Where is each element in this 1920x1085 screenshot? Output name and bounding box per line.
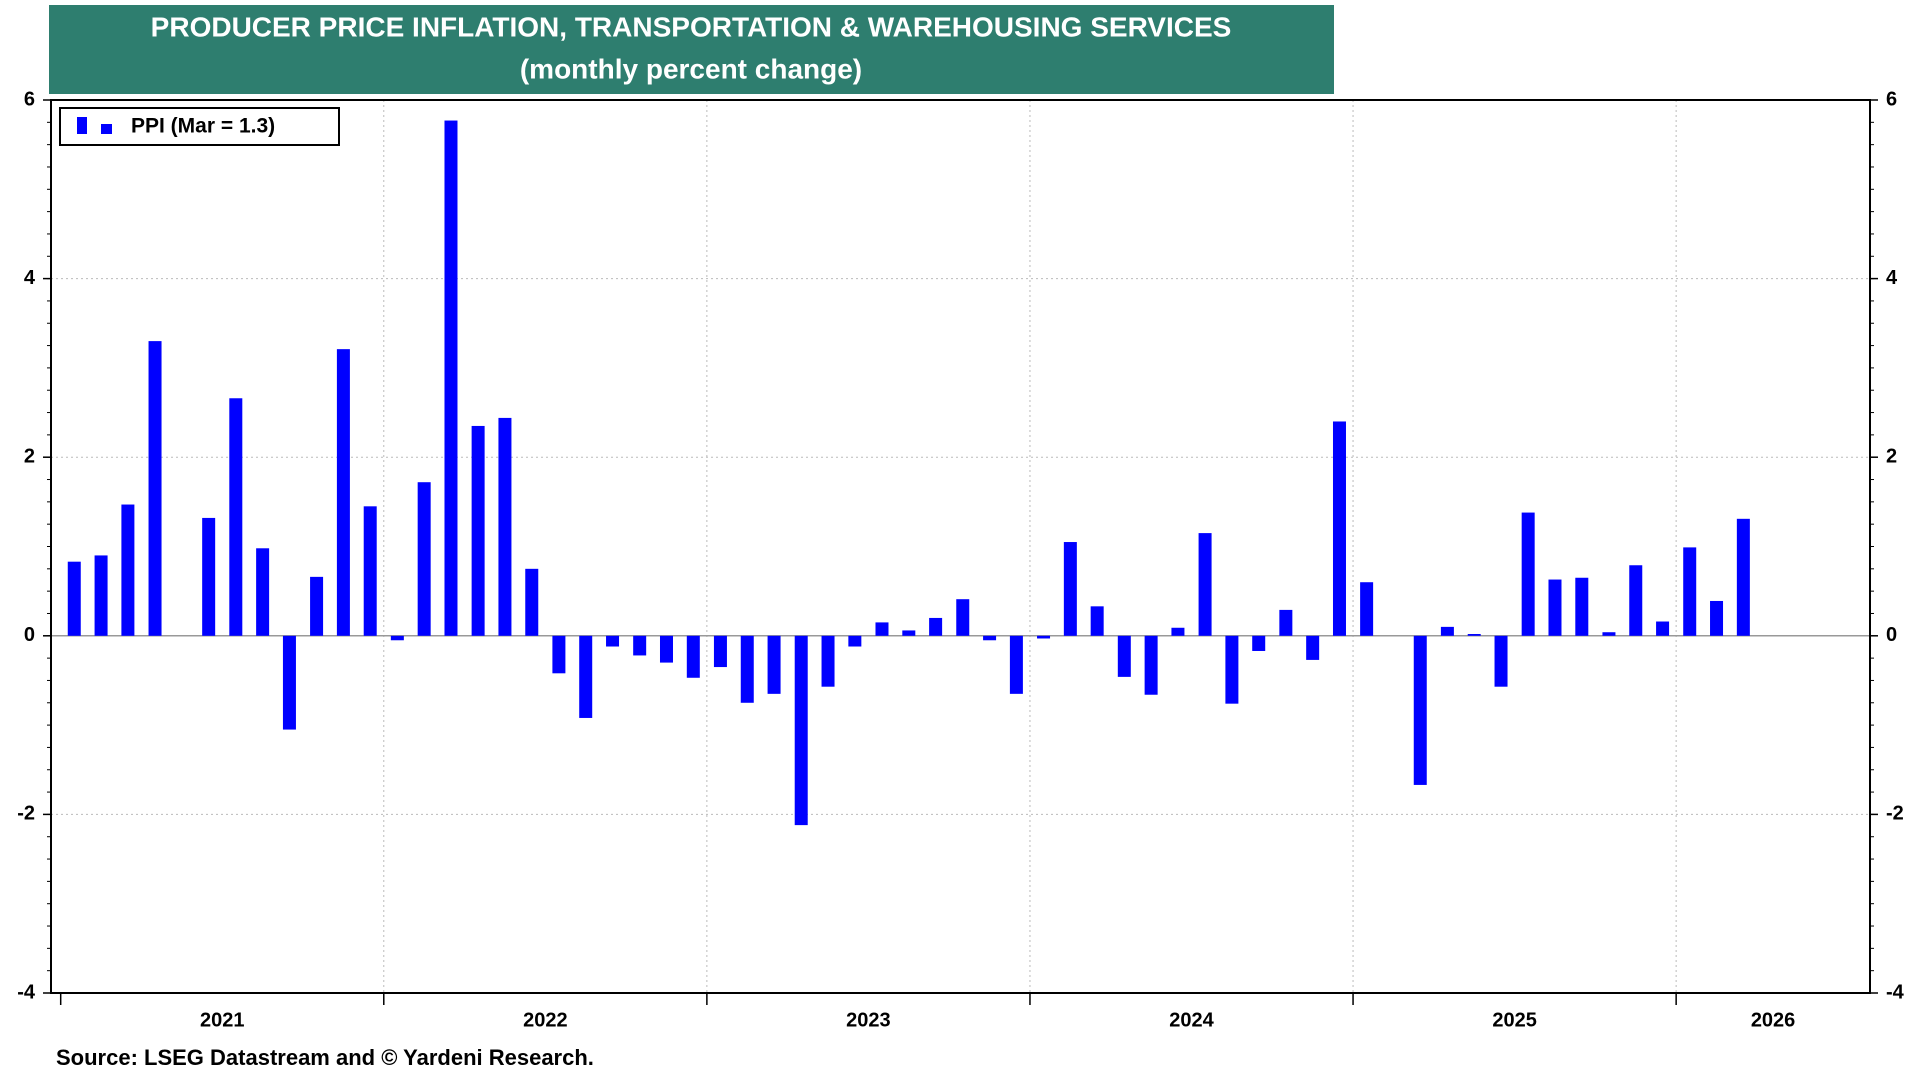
bar xyxy=(148,341,162,636)
bar xyxy=(902,630,916,636)
bar xyxy=(1467,634,1481,636)
bar xyxy=(552,635,566,674)
bar xyxy=(417,482,431,636)
bar xyxy=(1521,512,1535,636)
y-tick-label: 4 xyxy=(24,267,36,289)
bar xyxy=(740,635,754,703)
bar xyxy=(1279,609,1293,636)
bar xyxy=(282,635,296,730)
bar xyxy=(121,504,135,636)
legend-swatch xyxy=(77,117,87,134)
chart-title: PRODUCER PRICE INFLATION, TRANSPORTATION… xyxy=(151,11,1232,42)
bar xyxy=(1629,565,1643,636)
bar xyxy=(1009,635,1023,694)
bar xyxy=(1413,635,1427,785)
bar xyxy=(848,635,862,647)
bar xyxy=(1144,635,1158,695)
bar xyxy=(1360,582,1374,636)
y2-tick-label: 6 xyxy=(1886,88,1897,110)
bar xyxy=(498,417,512,636)
bar xyxy=(67,561,81,636)
bar xyxy=(1710,600,1724,636)
bar xyxy=(633,635,647,656)
bar xyxy=(363,506,377,636)
legend-label: PPI (Mar = 1.3) xyxy=(131,115,275,138)
y2-tick-label: -2 xyxy=(1886,803,1904,825)
x-tick-label: 2024 xyxy=(1169,1009,1214,1031)
bar xyxy=(1548,579,1562,636)
y-tick-label: -2 xyxy=(17,803,35,825)
y-tick-label: -4 xyxy=(17,981,36,1003)
plot-frame xyxy=(50,99,1871,994)
bar xyxy=(821,635,835,687)
bar xyxy=(794,635,808,826)
bar xyxy=(1602,632,1616,636)
bar xyxy=(1198,533,1212,636)
bar xyxy=(1306,635,1320,660)
y2-tick-label: 0 xyxy=(1886,624,1897,646)
bar xyxy=(1494,635,1508,687)
y-tick-label: 2 xyxy=(24,445,35,467)
chart-subtitle: (monthly percent change) xyxy=(520,53,862,84)
y-tick-label: 0 xyxy=(24,624,35,646)
bar xyxy=(202,517,216,636)
bar xyxy=(1656,621,1670,636)
bar xyxy=(94,555,108,636)
y2-tick-label: 2 xyxy=(1886,445,1897,467)
bar xyxy=(1683,547,1697,636)
bar xyxy=(310,576,324,636)
title-box xyxy=(49,5,1334,94)
bar xyxy=(1063,542,1077,636)
bar xyxy=(1037,635,1051,639)
bar xyxy=(229,398,243,636)
bar xyxy=(1736,518,1750,636)
y2-tick-label: -4 xyxy=(1886,981,1905,1003)
bar xyxy=(390,635,404,641)
x-tick-label: 2025 xyxy=(1492,1009,1537,1031)
bar xyxy=(1171,627,1185,636)
x-tick-label: 2021 xyxy=(200,1009,245,1031)
bar xyxy=(579,635,593,718)
bar xyxy=(256,548,270,636)
bar xyxy=(1090,606,1104,636)
bar xyxy=(713,635,727,668)
bar xyxy=(336,349,350,636)
y2-tick-label: 4 xyxy=(1886,267,1898,289)
x-tick-label: 2023 xyxy=(846,1009,891,1031)
bar xyxy=(1575,577,1589,636)
bar xyxy=(983,635,997,641)
bar xyxy=(525,568,539,636)
bar xyxy=(875,622,889,636)
bar xyxy=(767,635,781,694)
bar xyxy=(1252,635,1266,651)
y-tick-label: 6 xyxy=(24,88,35,110)
bar xyxy=(444,120,458,636)
bar xyxy=(1332,421,1346,636)
source-note: Source: LSEG Datastream and © Yardeni Re… xyxy=(56,1045,594,1070)
bar xyxy=(471,425,485,636)
x-tick-label: 2026 xyxy=(1751,1009,1796,1031)
bar xyxy=(1117,635,1131,677)
bar xyxy=(606,635,620,647)
legend-swatch xyxy=(101,124,112,134)
bar xyxy=(659,635,673,663)
bar xyxy=(686,635,700,678)
bar xyxy=(1440,626,1454,636)
x-tick-label: 2022 xyxy=(523,1009,568,1031)
bar xyxy=(929,617,943,636)
bar xyxy=(956,599,970,636)
bar xyxy=(1225,635,1239,704)
